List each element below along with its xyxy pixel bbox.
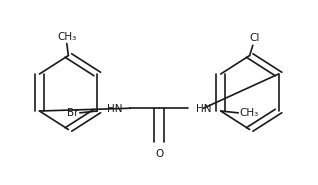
Text: HN: HN <box>196 104 211 114</box>
Text: CH₃: CH₃ <box>57 32 76 42</box>
Text: CH₃: CH₃ <box>240 108 259 118</box>
Text: Cl: Cl <box>249 33 259 43</box>
Text: HN: HN <box>107 104 122 114</box>
Text: Br: Br <box>67 108 78 118</box>
Text: O: O <box>155 149 163 159</box>
